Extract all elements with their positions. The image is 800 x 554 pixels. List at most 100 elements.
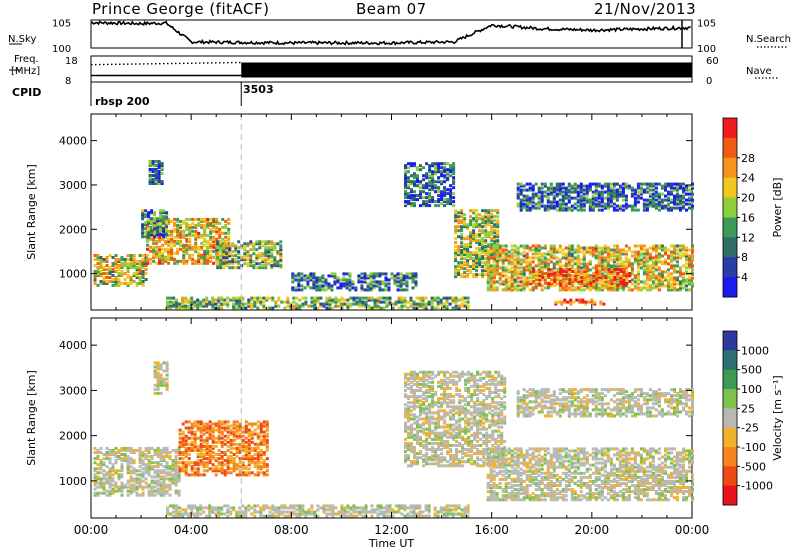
echo-cell	[431, 184, 435, 188]
echo-cell	[645, 208, 649, 212]
echo-cell	[223, 420, 227, 424]
echo-cell	[588, 252, 592, 256]
echo-cell	[184, 465, 188, 469]
echo-cell	[238, 306, 242, 310]
echo-cell	[531, 276, 535, 280]
echo-cell	[592, 272, 596, 275]
echo-cell	[153, 227, 157, 231]
echo-cell	[264, 258, 268, 262]
echo-cell	[159, 229, 163, 233]
echo-cell	[622, 274, 626, 277]
echo-cell	[600, 190, 604, 194]
echo-cell	[582, 248, 586, 252]
echo-cell	[158, 239, 162, 243]
echo-cell	[141, 260, 145, 263]
echo-cell	[576, 192, 580, 196]
echo-cell	[682, 188, 685, 192]
echo-cell	[384, 284, 388, 288]
echo-cell	[484, 257, 488, 261]
echo-cell	[167, 257, 171, 261]
echo-cell	[630, 288, 634, 292]
echo-cell	[250, 471, 254, 475]
echo-cell	[625, 270, 629, 273]
echo-cell	[307, 304, 311, 308]
echo-cell	[246, 252, 250, 256]
echo-cell	[117, 451, 121, 454]
echo-cell	[437, 194, 441, 198]
echo-cell	[289, 306, 293, 310]
echo-cell	[591, 200, 595, 204]
echo-cell	[469, 221, 473, 225]
echo-cell	[304, 300, 308, 304]
echo-cell	[557, 300, 561, 304]
echo-cell	[162, 465, 166, 469]
echo-cell	[138, 268, 142, 271]
echo-cell	[149, 245, 153, 249]
echo-cell	[449, 194, 453, 198]
echo-cell	[454, 209, 458, 213]
echo-cell	[600, 256, 604, 260]
echo-cell	[225, 246, 229, 250]
echo-cell	[607, 276, 611, 279]
echo-cell	[150, 446, 154, 450]
echo-cell	[522, 288, 526, 292]
echo-cell	[279, 252, 283, 256]
echo-cell	[295, 306, 299, 310]
echo-cell	[691, 282, 694, 286]
echo-cell	[220, 465, 224, 469]
echo-cell	[590, 300, 594, 304]
echo-cell	[463, 237, 467, 241]
echo-cell	[138, 280, 142, 283]
echo-cell	[504, 280, 508, 284]
echo-cell	[153, 221, 157, 225]
echo-cell	[460, 261, 464, 265]
echo-cell	[547, 281, 551, 285]
echo-cell	[138, 483, 142, 487]
echo-cell	[510, 266, 514, 270]
echo-cell	[570, 260, 574, 264]
echo-cell	[199, 420, 203, 424]
echo-cell	[516, 194, 520, 198]
echo-cell	[648, 258, 652, 262]
noise-panel-frame	[90, 19, 693, 49]
echo-cell	[360, 280, 364, 284]
echo-cell	[585, 192, 589, 196]
echo-cell	[642, 202, 646, 206]
echo-cell	[190, 506, 194, 510]
echo-cell	[489, 278, 493, 282]
echo-cell	[642, 282, 646, 286]
echo-cell	[259, 430, 263, 434]
echo-cell	[489, 248, 493, 252]
echo-cell	[190, 436, 194, 440]
colorbar-tick-label: 4	[741, 271, 748, 284]
echo-cell	[504, 244, 508, 248]
echo-cell	[489, 276, 493, 280]
echo-cell	[231, 260, 235, 264]
echo-cell	[190, 440, 194, 444]
echo-cell	[102, 457, 106, 461]
echo-cell	[621, 198, 625, 202]
echo-cell	[463, 300, 467, 304]
echo-cell	[384, 276, 388, 280]
echo-cell	[552, 262, 556, 266]
echo-cell	[516, 272, 520, 276]
echo-cell	[259, 428, 263, 432]
echo-cell	[261, 258, 265, 262]
echo-cell	[203, 217, 207, 221]
echo-cell	[157, 176, 161, 179]
echo-cell	[250, 306, 254, 310]
echo-cell	[440, 162, 444, 166]
echo-cell	[265, 473, 269, 477]
echo-cell	[578, 300, 582, 304]
echo-cell	[645, 206, 649, 210]
echo-cell	[247, 463, 251, 467]
echo-cell	[256, 442, 260, 446]
echo-cell	[235, 455, 239, 458]
echo-cell	[218, 231, 222, 235]
echo-cell	[558, 202, 562, 206]
echo-cell	[206, 225, 210, 229]
echo-cell	[612, 252, 616, 256]
echo-cell	[273, 242, 277, 246]
echo-cell	[537, 200, 541, 204]
noise-y-tick: 100	[697, 44, 716, 55]
